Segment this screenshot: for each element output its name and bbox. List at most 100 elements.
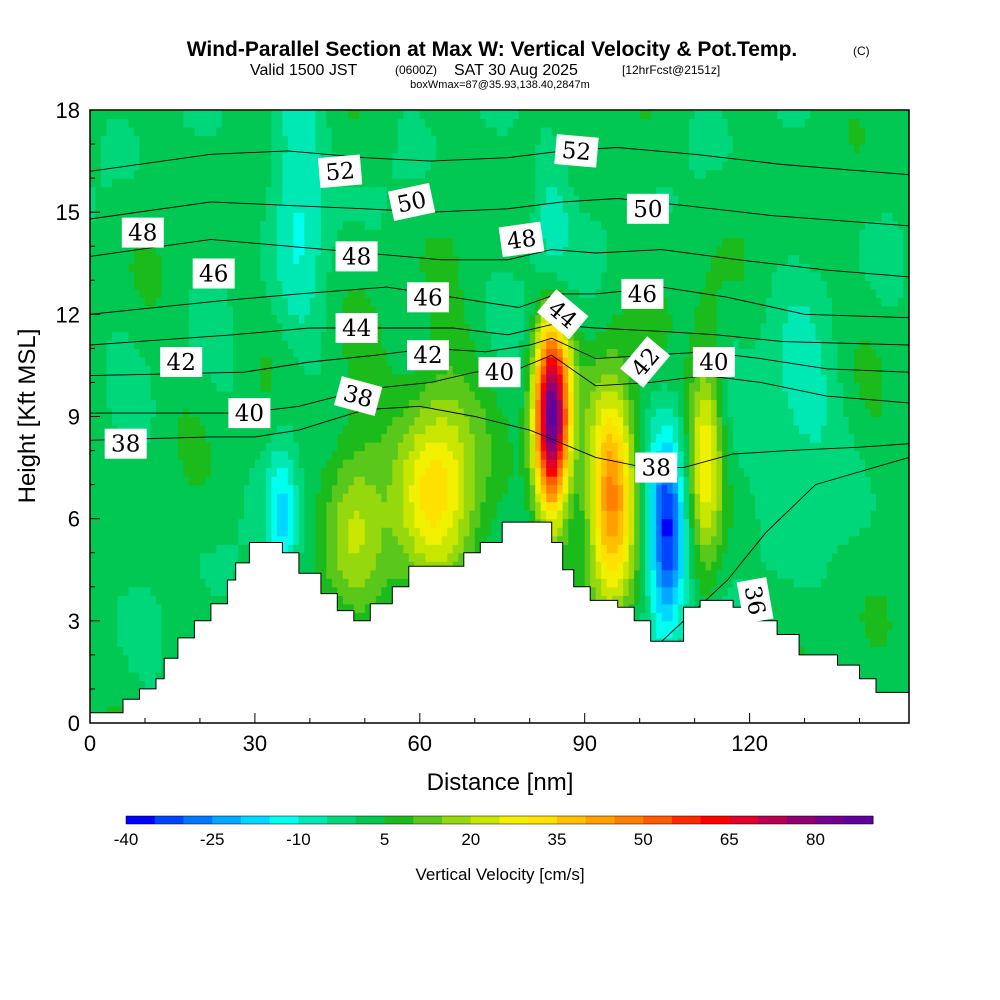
velocity-cell	[249, 254, 256, 264]
velocity-cell	[227, 518, 234, 528]
velocity-cell	[122, 671, 130, 682]
velocity-cell	[122, 195, 130, 205]
velocity-cell	[155, 399, 163, 409]
velocity-cell	[106, 697, 113, 707]
velocity-cell	[249, 365, 256, 375]
velocity-cell	[304, 433, 311, 443]
velocity-cell	[282, 297, 289, 307]
velocity-cell	[392, 144, 399, 154]
velocity-cell	[133, 561, 141, 571]
velocity-cell	[139, 246, 146, 256]
velocity-cell	[183, 552, 190, 562]
velocity-cell	[359, 603, 366, 613]
velocity-cell	[386, 578, 393, 588]
velocity-cell	[293, 484, 300, 494]
velocity-cell	[304, 416, 311, 426]
velocity-cell	[364, 603, 371, 613]
velocity-cell	[271, 127, 278, 137]
velocity-cell	[194, 484, 201, 494]
velocity-cell	[403, 484, 410, 494]
velocity-cell	[90, 246, 97, 256]
velocity-cell	[430, 476, 437, 486]
velocity-cell	[276, 484, 283, 494]
velocity-cell	[309, 425, 316, 435]
velocity-cell	[320, 135, 327, 145]
velocity-cell	[166, 612, 174, 622]
velocity-cell	[117, 527, 124, 537]
velocity-cell	[304, 535, 311, 545]
velocity-cell	[150, 186, 157, 196]
velocity-cell	[298, 544, 305, 554]
velocity-cell	[265, 169, 272, 179]
velocity-cell	[386, 365, 393, 375]
velocity-cell	[249, 314, 256, 324]
velocity-cell	[139, 399, 146, 409]
velocity-cell	[139, 365, 146, 375]
velocity-cell	[95, 544, 102, 554]
velocity-cell	[90, 152, 97, 162]
velocity-cell	[364, 510, 371, 520]
velocity-cell	[364, 459, 371, 469]
velocity-cell	[205, 135, 212, 145]
velocity-cell	[183, 382, 190, 392]
velocity-cell	[128, 263, 135, 273]
velocity-cell	[106, 382, 113, 392]
velocity-cell	[452, 416, 459, 426]
velocity-cell	[348, 195, 355, 205]
velocity-cell	[238, 118, 245, 128]
velocity-cell	[188, 595, 196, 605]
velocity-cell	[117, 237, 124, 247]
velocity-cell	[166, 569, 174, 579]
velocity-cell	[309, 297, 316, 307]
velocity-cell	[458, 161, 465, 171]
velocity-cell	[172, 467, 179, 477]
velocity-cell	[155, 254, 163, 264]
velocity-cell	[232, 373, 240, 384]
velocity-cell	[458, 271, 465, 281]
velocity-cell	[337, 535, 344, 545]
velocity-cell	[359, 416, 366, 426]
velocity-cell	[183, 203, 190, 213]
velocity-cell	[271, 161, 278, 171]
velocity-cell	[397, 127, 404, 137]
velocity-cell	[260, 246, 267, 256]
velocity-cell	[90, 425, 97, 435]
velocity-cell	[177, 552, 185, 562]
velocity-cell	[403, 356, 410, 367]
velocity-cell	[243, 365, 251, 375]
velocity-cell	[414, 390, 421, 401]
velocity-cell	[414, 152, 421, 162]
velocity-cell	[436, 178, 443, 188]
velocity-cell	[381, 246, 388, 256]
velocity-cell	[441, 135, 448, 145]
velocity-cell	[441, 195, 448, 205]
velocity-cell	[452, 144, 459, 154]
velocity-cell	[293, 161, 300, 171]
velocity-cell	[122, 390, 130, 401]
velocity-cell	[243, 433, 251, 443]
velocity-cell	[254, 348, 261, 358]
velocity-cell	[359, 118, 366, 128]
velocity-cell	[249, 280, 256, 290]
velocity-cell	[150, 586, 157, 596]
copyright-mark: (C)	[853, 44, 870, 58]
velocity-cell	[117, 212, 124, 222]
velocity-cell	[419, 127, 426, 137]
velocity-cell	[95, 297, 102, 307]
velocity-cell	[309, 382, 316, 392]
velocity-cell	[199, 425, 207, 435]
velocity-cell	[177, 620, 185, 630]
velocity-cell	[353, 195, 360, 205]
velocity-cell	[337, 603, 344, 613]
velocity-cell	[309, 254, 316, 264]
velocity-cell	[370, 339, 377, 349]
velocity-cell	[315, 195, 322, 205]
velocity-cell	[188, 484, 196, 494]
velocity-cell	[150, 297, 157, 307]
velocity-cell	[381, 544, 388, 554]
velocity-cell	[265, 127, 272, 137]
velocity-cell	[408, 518, 415, 528]
velocity-cell	[139, 254, 146, 264]
velocity-cell	[194, 169, 201, 179]
velocity-cell	[386, 544, 393, 554]
